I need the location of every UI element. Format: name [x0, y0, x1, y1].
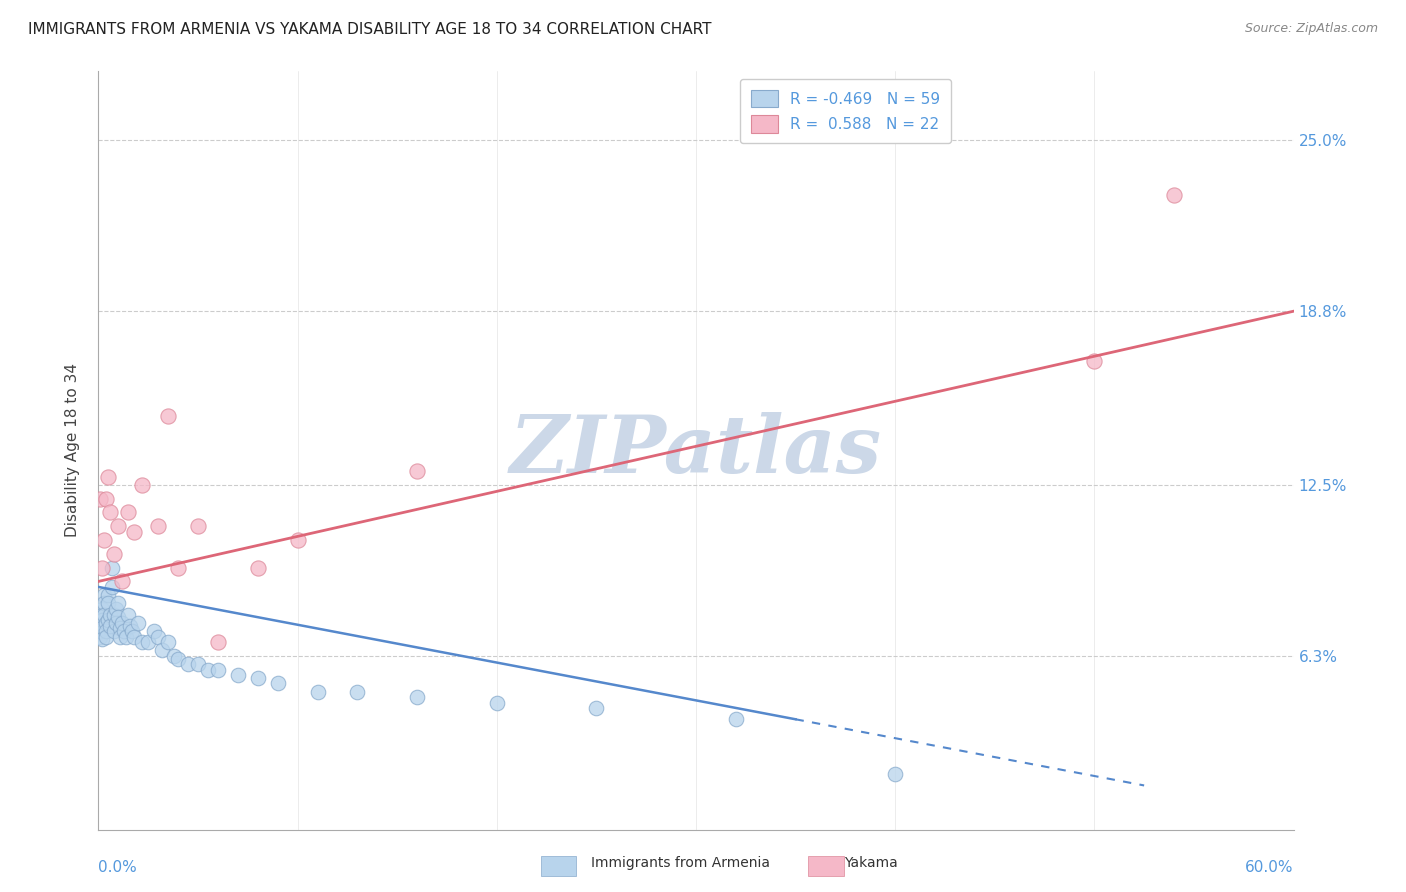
Point [110, 621, 132, 635]
Point [89, 491, 111, 506]
Point [121, 624, 143, 638]
Point [148, 630, 170, 644]
Point [96, 491, 118, 506]
Point [91, 613, 114, 627]
Point [267, 676, 290, 690]
Point [131, 478, 153, 492]
Point [136, 635, 159, 649]
Text: Source: ZipAtlas.com: Source: ZipAtlas.com [1244, 22, 1378, 36]
Point [105, 602, 128, 616]
Point [167, 560, 190, 574]
Point [98, 618, 122, 632]
Point [96, 630, 118, 644]
Point [93, 588, 115, 602]
Point [406, 464, 429, 478]
Point [131, 635, 153, 649]
Point [724, 712, 747, 726]
Point [107, 610, 129, 624]
Point [1163, 188, 1185, 202]
Point [89, 630, 111, 644]
Point [91, 607, 114, 622]
Point [197, 663, 219, 677]
Point [187, 519, 209, 533]
Point [110, 630, 132, 644]
Point [148, 519, 170, 533]
Point [89, 615, 111, 630]
Point [111, 615, 134, 630]
Point [91, 621, 114, 635]
Point [91, 602, 114, 616]
Point [97, 597, 120, 611]
Point [226, 668, 249, 682]
Text: IMMIGRANTS FROM ARMENIA VS YAKAMA DISABILITY AGE 18 TO 34 CORRELATION CHART: IMMIGRANTS FROM ARMENIA VS YAKAMA DISABI… [28, 22, 711, 37]
Point [287, 533, 309, 547]
Point [111, 574, 134, 589]
Y-axis label: Disability Age 18 to 34: Disability Age 18 to 34 [65, 363, 80, 538]
Point [89, 624, 111, 638]
Point [406, 690, 429, 705]
Point [101, 580, 124, 594]
Point [585, 701, 607, 715]
Point [97, 469, 120, 483]
Text: 0.0%: 0.0% [98, 860, 138, 875]
Point [124, 524, 146, 539]
Point [120, 618, 142, 632]
Point [157, 635, 180, 649]
Text: ZIPatlas: ZIPatlas [510, 412, 882, 489]
Point [246, 671, 269, 685]
Point [112, 624, 135, 638]
Point [96, 624, 118, 638]
Point [127, 615, 149, 630]
Point [163, 648, 186, 663]
Point [97, 588, 120, 602]
Point [91, 560, 114, 574]
Text: Yakama: Yakama [844, 855, 897, 870]
Point [107, 519, 129, 533]
Point [207, 635, 229, 649]
Point [103, 607, 125, 622]
Point [105, 615, 128, 630]
Point [98, 607, 122, 622]
Point [307, 684, 329, 698]
Point [91, 632, 114, 647]
Point [124, 630, 146, 644]
Point [346, 684, 368, 698]
Point [101, 560, 124, 574]
Text: 60.0%: 60.0% [1246, 860, 1294, 875]
Text: Immigrants from Armenia: Immigrants from Armenia [591, 855, 769, 870]
Point [93, 597, 115, 611]
Point [97, 613, 120, 627]
Point [96, 615, 118, 630]
Point [117, 607, 139, 622]
Point [207, 663, 229, 677]
Point [103, 547, 125, 561]
Point [187, 657, 209, 672]
Point [246, 560, 269, 574]
Point [1083, 354, 1105, 368]
Point [103, 624, 125, 638]
Point [177, 657, 200, 672]
Point [107, 597, 129, 611]
Point [98, 506, 122, 520]
Point [884, 767, 907, 781]
Point [157, 409, 180, 423]
Point [115, 630, 138, 644]
Point [93, 607, 115, 622]
Point [93, 533, 115, 547]
Point [485, 696, 508, 710]
Point [167, 651, 190, 665]
Point [150, 643, 173, 657]
Legend: R = -0.469   N = 59, R =  0.588   N = 22: R = -0.469 N = 59, R = 0.588 N = 22 [740, 79, 952, 144]
Point [143, 624, 166, 638]
Point [117, 506, 139, 520]
